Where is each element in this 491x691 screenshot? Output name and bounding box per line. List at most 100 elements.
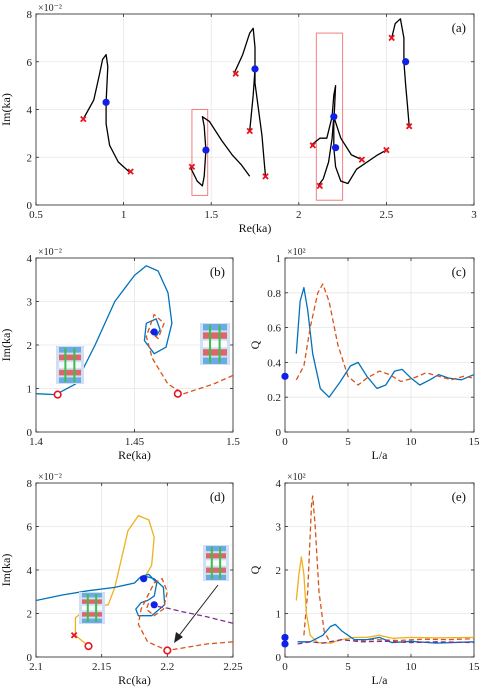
- y-tick-label: 2: [27, 340, 33, 352]
- x-tick-label: 0: [282, 661, 288, 673]
- plot-area: [36, 514, 233, 655]
- series-line-blue: [295, 286, 474, 398]
- inset-stripe: [73, 348, 76, 382]
- red-cross-marker: [405, 122, 413, 130]
- arrow-shaft: [177, 584, 219, 638]
- series-line-black: [249, 68, 256, 132]
- red-circle-marker: [53, 390, 62, 399]
- red-cross-marker: [232, 70, 239, 77]
- red-cross-marker: [309, 142, 317, 149]
- mode-inset-b-left: [56, 346, 84, 384]
- panel-e: 0 5 10 15 0 1 2 3 4 ×10² L/a Q (e): [248, 472, 480, 687]
- x-tick-label: 1: [121, 209, 127, 221]
- y-tick-label: 0: [27, 427, 33, 439]
- panel-label: (a): [452, 20, 466, 35]
- x-axis-label: Re(ka): [239, 221, 272, 235]
- blue-point-marker: [102, 98, 110, 106]
- inset-band: [82, 605, 102, 611]
- axes-frame: [284, 257, 475, 433]
- axis-exponent: ×10²: [287, 247, 306, 258]
- blue-point-marker: [281, 640, 289, 648]
- y-tick-label: 3: [276, 522, 282, 534]
- y-tick-label: 0: [276, 652, 282, 664]
- inset-band: [59, 369, 81, 376]
- blue-point-marker: [150, 601, 158, 609]
- red-cross-marker: [70, 632, 78, 639]
- inset-band: [206, 553, 226, 559]
- red-cross-marker: [127, 168, 134, 175]
- x-tick-label: 0: [282, 436, 288, 448]
- x-tick-label: 2.2: [160, 661, 174, 673]
- inset-band: [203, 332, 227, 339]
- x-tick-label: 0.5: [29, 209, 43, 221]
- panel-label: (d): [210, 489, 225, 504]
- panel-d: 2.1 2.15 2.2 2.25 0 2 4 6 8 ×10⁻² Rc(ka) Im(ka) (d): [0, 472, 243, 687]
- y-tick-label: 0: [27, 200, 33, 212]
- axis-exponent: ×10⁻²: [38, 472, 62, 483]
- y-tick-label: 6: [27, 522, 33, 534]
- y-tick-label: 0.8: [267, 288, 281, 300]
- arrow-annotation: [174, 584, 219, 643]
- x-tick-label: 1.5: [204, 209, 218, 221]
- inset-band: [59, 377, 81, 383]
- inset-band: [59, 362, 81, 368]
- inset-stripe: [210, 547, 213, 579]
- arrow-head: [174, 632, 183, 643]
- x-tick-label: 2.1: [29, 661, 43, 673]
- y-tick-label: 3: [27, 297, 33, 309]
- highlight-rect: [315, 32, 344, 201]
- x-tick-label: 1.4: [29, 436, 43, 448]
- y-tick-label: 2: [27, 609, 33, 621]
- blue-point-marker: [202, 146, 210, 154]
- x-axis-label: L/a: [372, 673, 389, 687]
- inset-stripe: [219, 547, 222, 579]
- y-tick-label: 2: [276, 565, 282, 577]
- series-line-black: [317, 116, 363, 187]
- axis-exponent: ×10⁻²: [38, 3, 62, 14]
- plot-area: [295, 495, 474, 645]
- y-tick-label: 0.6: [267, 323, 281, 335]
- x-tick-label: 3: [471, 209, 477, 221]
- inset-band: [203, 340, 227, 348]
- series-line-black: [391, 18, 410, 127]
- red-cross-marker: [316, 182, 324, 190]
- mode-inset-d-right: [203, 545, 229, 581]
- red-cross-marker: [246, 127, 253, 135]
- y-tick-label: 0: [27, 652, 33, 664]
- panel-a: 0.5 1 1.5 2 2.5 3 0 2 4 6 8 ×10⁻² Re(ka) Im(ka) (a): [0, 3, 477, 235]
- series-line-black: [310, 84, 387, 185]
- y-axis-label: Q: [248, 565, 262, 574]
- inset-band: [59, 347, 81, 353]
- inset-band: [203, 324, 227, 331]
- inset-stripe: [86, 594, 89, 622]
- red-cross-marker: [388, 34, 395, 42]
- panel-b: 1.4 1.45 1.5 0 1 2 3 4 ×10⁻² Re(ka) Im(ka) (b): [0, 247, 240, 462]
- blue-point-marker: [330, 113, 338, 121]
- x-tick-label: 15: [469, 436, 481, 448]
- series-line-black: [233, 27, 267, 177]
- y-axis-label: Im(ka): [0, 329, 13, 362]
- x-tick-label: 2: [296, 209, 302, 221]
- x-tick-label: 10: [406, 436, 418, 448]
- blue-point-marker: [281, 372, 289, 380]
- y-tick-label: 4: [27, 253, 33, 265]
- red-circle-marker: [173, 389, 182, 398]
- series-line-blue: [36, 265, 173, 396]
- y-axis-label: Q: [248, 340, 262, 349]
- y-tick-label: 8: [27, 9, 33, 21]
- y-tick-label: 1: [276, 609, 282, 621]
- x-axis-label: Re(ka): [118, 448, 151, 462]
- blue-point-marker: [251, 65, 259, 73]
- red-circle-marker: [163, 646, 172, 655]
- red-cross-marker: [358, 156, 366, 163]
- inset-band: [206, 574, 226, 580]
- inset-band: [203, 349, 227, 356]
- red-cross-marker: [188, 163, 196, 171]
- series-line-yellow: [74, 514, 155, 647]
- x-tick-label: 2.5: [380, 209, 394, 221]
- y-tick-label: 0.4: [267, 357, 281, 369]
- blue-point-marker: [281, 633, 289, 642]
- red-cross-marker: [80, 115, 87, 123]
- y-tick-label: 2: [27, 152, 33, 164]
